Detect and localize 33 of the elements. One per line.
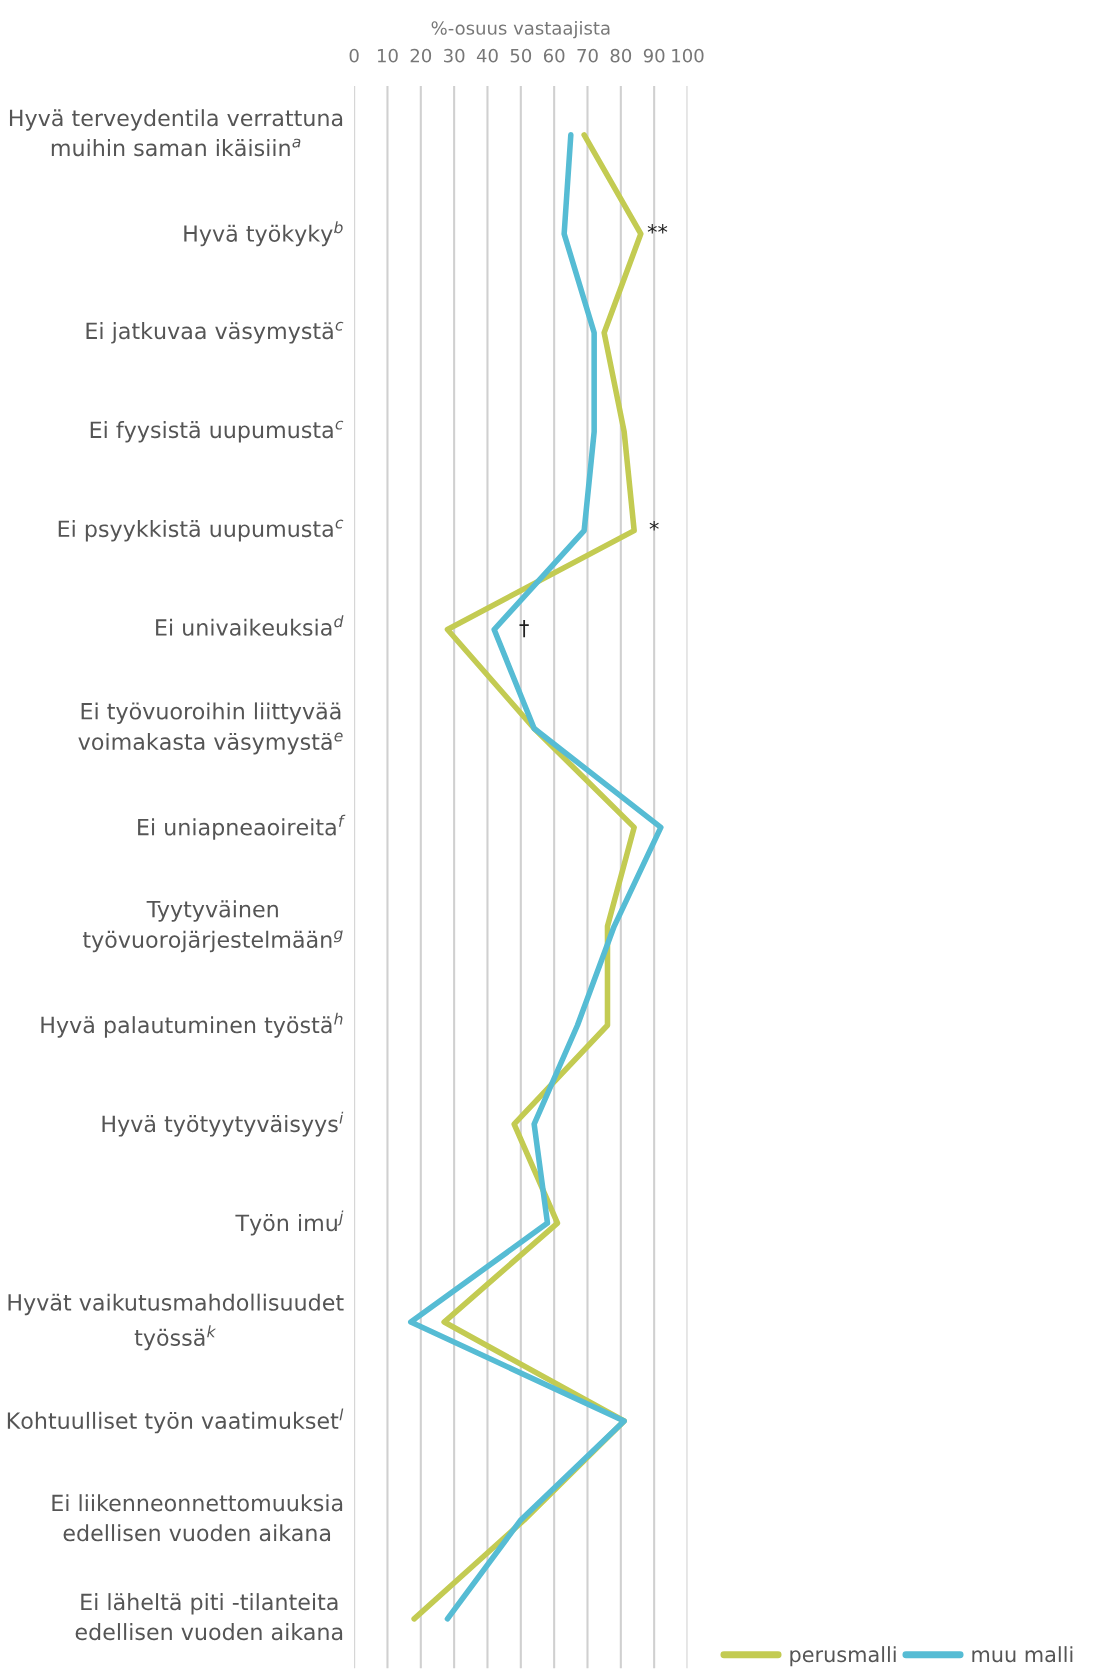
y-tick-label: Työn imu$^{j}$ — [235, 1210, 344, 1236]
legend-label: muu malli — [972, 1646, 1073, 1663]
x-tick-label: 50 — [510, 48, 532, 63]
annotation: † — [519, 620, 529, 638]
y-tick-label: Hyvä työtyytyväisyys$^{i}$ — [102, 1111, 344, 1137]
annotation: ** — [647, 224, 668, 234]
legend-label: perusmalli — [790, 1646, 896, 1667]
y-tick-label: Tyytyväinen työvuorojärjestelmään$^{g}$ — [82, 900, 343, 953]
y-tick-label: Ei jatkuvaa väsymystä$^{c}$ — [86, 321, 344, 344]
annotation: * — [649, 520, 659, 531]
x-tick-label: 80 — [610, 48, 632, 63]
x-tick-label: 40 — [476, 48, 498, 63]
y-tick-label: Ei työvuoroihin liittyvää voimakasta väsymystä$^{e}$ — [78, 702, 343, 755]
x-tick-label: 60 — [543, 48, 565, 63]
x-tick-label: 100 — [672, 48, 704, 63]
y-tick-label: Ei univaikeuksia$^{d}$ — [156, 615, 344, 636]
y-tick-label: Ei liikenneonnettomuuksia edellisen vuoden aikana — [52, 1494, 343, 1542]
x-tick-label: 70 — [577, 48, 598, 63]
y-tick-label: Ei läheltä piti -tilanteita edellisen vuoden aikana — [75, 1593, 343, 1641]
x-tick-label: 90 — [643, 48, 665, 63]
y-tick-label: Hyvä terveydentila verrattuna muihin saman ikäisiin$^{a}$ — [9, 109, 343, 157]
x-tick-label: 10 — [377, 48, 398, 63]
y-tick-label: Hyvä palautuminen työstä$^{h}$ — [41, 1012, 343, 1038]
x-tick-label: 0 — [349, 48, 359, 63]
y-tick-label: Hyvät vaikutusmahdollisuudet työssä$^{k}$ — [8, 1293, 344, 1351]
y-tick-label: Ei psyykkistä uupumusta$^{c}$ — [58, 519, 344, 542]
y-tick-label: Ei uniapneaoireita$^{f}$ — [138, 814, 346, 840]
y-tick-label: Hyvä työkyky$^{b}$ — [184, 221, 343, 247]
y-tick-label: Kohtuulliset työn vaatimukset$^{l}$ — [7, 1408, 344, 1434]
x-tick-label: 20 — [410, 48, 432, 63]
y-tick-label: Ei fyysistä uupumusta$^{c}$ — [90, 420, 344, 443]
x-axis-title: %-osuus vastaajista — [431, 20, 610, 39]
x-tick-label: 30 — [444, 48, 465, 63]
